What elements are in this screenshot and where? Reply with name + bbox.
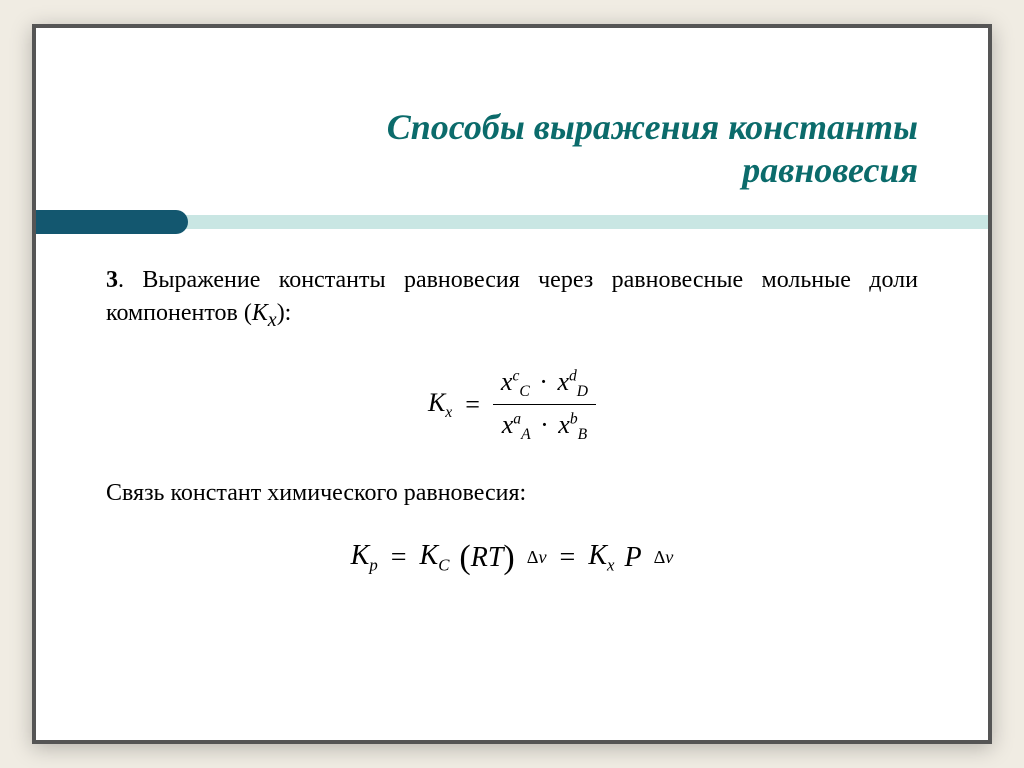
nu-1: ν: [538, 547, 546, 567]
eq2-paren: ( RT ): [459, 539, 514, 577]
item-number: 3: [106, 267, 118, 293]
eq2-kx-base: K: [588, 540, 607, 571]
eq1-lhs-base: K: [428, 388, 445, 417]
eq2-exp1: Δν: [527, 545, 547, 570]
paragraph-definition: 3. Выражение константы равновесия через …: [106, 264, 918, 333]
eq2-kc-sub: C: [438, 556, 449, 575]
delta-2: Δ: [654, 547, 666, 567]
slide-title: Способы выражения константыравновесия: [216, 106, 918, 192]
eq2-p: P: [624, 539, 641, 577]
equals-sign: =: [465, 387, 480, 422]
eq2-kp-sub: p: [369, 556, 377, 575]
equation-relation: Kp = KC ( RT ) Δν = Kx PΔν: [106, 537, 918, 577]
eq2-kx-sub: x: [607, 556, 614, 575]
eq1-lhs-sub: x: [445, 404, 452, 421]
title-block: Способы выражения константыравновесия: [36, 28, 988, 210]
equals-1: =: [391, 539, 407, 577]
equals-2: =: [560, 539, 576, 577]
slide: Способы выражения константыравновесия 3.…: [32, 24, 992, 744]
symbol-K-sub: x: [268, 309, 277, 331]
eq1-denominator: xaA · xbB: [494, 405, 595, 447]
equation-kx: Kx = xcC · xdD xaA · xbB: [106, 362, 918, 447]
eq1-numerator: xcC · xdD: [493, 362, 596, 404]
eq2-kc: KC: [420, 537, 450, 577]
lparen-icon: (: [459, 544, 470, 571]
eq2-rt: RT: [471, 539, 504, 577]
rparen-icon: ): [503, 544, 514, 571]
eq2-kp-base: K: [351, 540, 370, 571]
eq2-kp: Kp: [351, 537, 378, 577]
delta-1: Δ: [527, 547, 539, 567]
nu-2: ν: [665, 547, 673, 567]
para-text-after: ):: [277, 300, 292, 326]
para-text-before: . Выражение константы равновесия через р…: [106, 267, 918, 325]
eq2-exp2: Δν: [654, 545, 674, 570]
paragraph-relation: Связь констант химического равновесия:: [106, 477, 918, 509]
eq1-lhs: Kx: [428, 385, 452, 423]
divider-bar: [36, 210, 988, 234]
eq2-kc-base: K: [420, 540, 439, 571]
divider-cap: [36, 210, 188, 234]
symbol-K: К: [252, 300, 268, 326]
body: 3. Выражение константы равновесия через …: [36, 264, 988, 577]
eq1-fraction: xcC · xdD xaA · xbB: [493, 362, 596, 447]
eq2-kx: Kx: [588, 537, 614, 577]
